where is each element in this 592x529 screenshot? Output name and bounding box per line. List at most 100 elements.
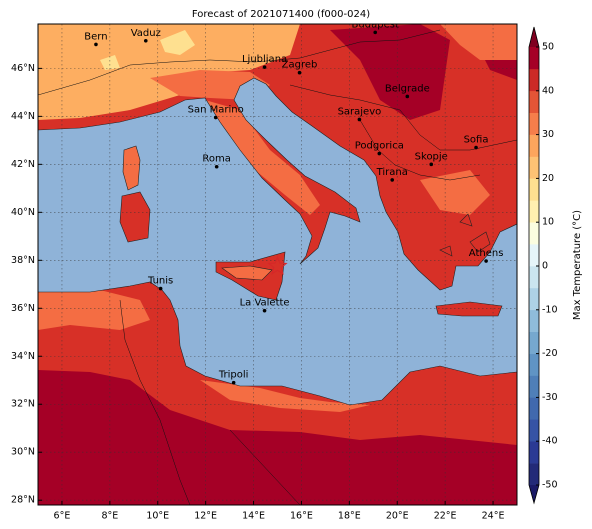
colorbar-segment <box>529 134 539 157</box>
sardinia <box>119 191 151 243</box>
corsica <box>122 145 141 191</box>
city-label: Belgrade <box>385 83 430 94</box>
colorbar-segment <box>529 353 539 376</box>
title: Forecast of 2021071400 (f000-024) <box>192 9 370 20</box>
x-tick-label: 10°E <box>146 511 169 522</box>
city-label: Vaduz <box>131 28 161 39</box>
colorbar-label: Max Temperature (°C) <box>572 210 583 320</box>
y-tick-label: 36°N <box>11 303 35 314</box>
colorbar-segment <box>529 68 539 92</box>
warm-zone <box>38 24 300 120</box>
colorbar-segment <box>529 331 539 354</box>
x-tick-label: 16°E <box>290 511 313 522</box>
y-tick-label: 46°N <box>11 63 35 74</box>
city-label: Tirana <box>376 167 408 178</box>
city-dot <box>94 42 98 47</box>
y-tick-label: 28°N <box>11 495 35 506</box>
city-dot <box>214 164 219 169</box>
city-dot <box>390 178 395 182</box>
city-dot <box>262 308 267 313</box>
city-dot <box>484 259 488 263</box>
border <box>38 29 441 96</box>
city-dot <box>405 94 410 99</box>
colorbar-tick-label: -10 <box>542 304 558 315</box>
city-label: Tunis <box>147 276 173 287</box>
x-tick-label: 24°E <box>482 511 505 522</box>
x-tick-label: 18°E <box>338 511 361 522</box>
borders <box>38 29 517 505</box>
colorbar-segment <box>529 419 539 442</box>
y-tick-label: 30°N <box>11 447 35 458</box>
city-label: Zagreb <box>282 60 318 71</box>
x-tick-label: 14°E <box>242 511 265 522</box>
warm-zone <box>205 100 320 215</box>
city-label: La Valette <box>240 298 290 309</box>
hot-zone <box>38 370 517 505</box>
city-label: Bern <box>84 31 107 42</box>
colorbar-segment <box>529 463 539 486</box>
colorbar-tick-label: 20 <box>542 173 554 184</box>
colorbar-segment <box>529 441 539 464</box>
city-label: Budapest <box>352 19 399 30</box>
city-dot <box>474 145 478 150</box>
colorbar-extend-over <box>529 27 539 47</box>
x-tick-label: 6°E <box>54 511 71 522</box>
colorbar-segment <box>529 397 539 420</box>
city-dot <box>213 115 218 120</box>
map-frame <box>37 23 518 506</box>
city-label: Ljubljana <box>242 54 287 65</box>
city-dot <box>357 117 362 122</box>
city-label: Athens <box>469 248 504 259</box>
sea <box>38 77 517 406</box>
city-dot <box>429 162 434 167</box>
city-label: Sarajevo <box>338 106 382 117</box>
colorbar-tick-label: 50 <box>542 42 554 53</box>
colorbar-tick-label: 10 <box>542 217 554 228</box>
crete <box>435 301 503 317</box>
cool-zone <box>100 30 195 70</box>
city-label: Podgorica <box>355 141 404 152</box>
city-label: Tripoli <box>218 370 249 381</box>
colorbar-segment <box>529 178 539 201</box>
colorbar-segment <box>529 156 539 179</box>
city-dot <box>262 65 267 69</box>
colorbar-segment <box>529 244 539 267</box>
city-label: Roma <box>202 154 231 165</box>
x-tick-label: 12°E <box>194 511 217 522</box>
warm-zone <box>221 265 273 281</box>
city-label: Sofia <box>464 135 489 146</box>
colorbar-tick-label: 0 <box>542 261 548 272</box>
colorbar-segment <box>529 222 539 245</box>
colorbar-segment <box>529 112 539 135</box>
border <box>289 84 517 151</box>
colorbar-segment <box>529 47 539 70</box>
colorbar-segment <box>529 309 539 332</box>
axes: 6°E 8°E 10°E 12°E 14°E 16°E 18°E 20°E 22°E 24°E 28… <box>11 63 504 522</box>
y-tick-label: 34°N <box>11 351 35 362</box>
city-dot <box>143 38 148 43</box>
colorbar-segment <box>529 266 539 289</box>
colorbar-segment <box>529 287 539 311</box>
colorbar-tick-label: -20 <box>542 348 558 359</box>
grid <box>38 24 517 505</box>
warm-zone <box>38 290 370 412</box>
border <box>359 119 481 181</box>
city-dot <box>373 30 378 35</box>
y-tick-label: 38°N <box>11 255 35 266</box>
x-tick-label: 20°E <box>386 511 409 522</box>
y-tick-label: 32°N <box>11 399 35 410</box>
border <box>119 299 301 505</box>
colorbar: -50 -40 -30 -20 -10 0 10 20 30 40 50 <box>528 26 558 505</box>
colorbar-tick-label: 40 <box>542 85 554 96</box>
hot-zone <box>330 24 517 120</box>
colorbar-segment <box>529 200 539 223</box>
city-dot <box>231 380 236 385</box>
y-tick-label: 44°N <box>11 111 35 122</box>
colorbar-tick-label: -40 <box>542 436 558 447</box>
city-dot <box>377 151 382 156</box>
city-label: Skopje <box>415 151 448 162</box>
y-tick-label: 40°N <box>11 207 35 218</box>
